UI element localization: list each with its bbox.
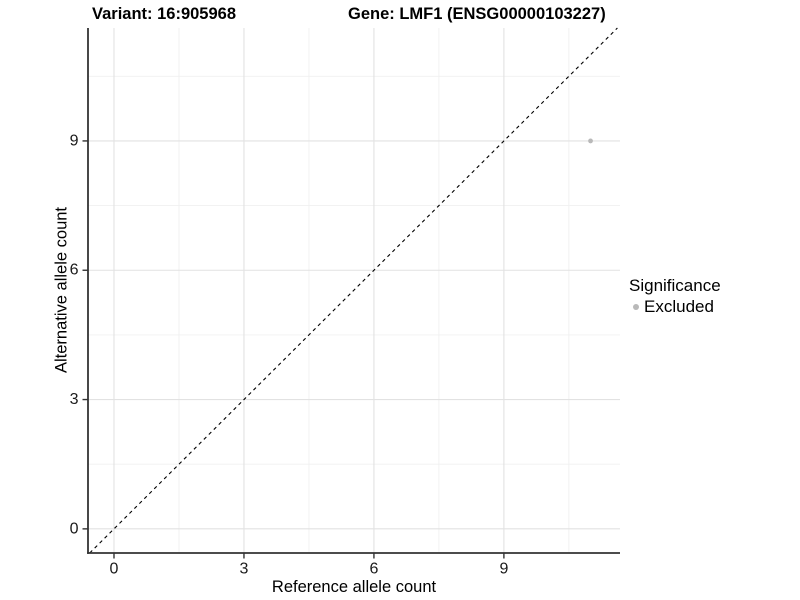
y-tick-label: 6 <box>70 262 79 279</box>
data-point <box>588 138 593 144</box>
y-axis-title: Alternative allele count <box>52 206 71 374</box>
x-tick-label: 9 <box>499 560 508 577</box>
y-tick-label: 3 <box>70 391 79 408</box>
legend-item-excluded: Excluded <box>629 297 721 316</box>
x-axis-title: Reference allele count <box>271 578 437 596</box>
gene-title: Gene: LMF1 (ENSG00000103227) <box>348 5 606 23</box>
x-tick-label: 3 <box>240 560 249 577</box>
x-tick-label: 6 <box>369 560 378 577</box>
legend-item-label: Excluded <box>644 297 714 316</box>
x-tick-label: 0 <box>110 560 119 577</box>
y-tick-label: 0 <box>70 520 79 537</box>
identity-line <box>89 27 618 554</box>
legend: Significance Excluded <box>629 276 721 316</box>
variant-title: Variant: 16:905968 <box>92 5 237 23</box>
excluded-point-swatch <box>633 303 639 310</box>
y-tick-label: 9 <box>70 132 79 149</box>
legend-title: Significance <box>629 276 721 295</box>
